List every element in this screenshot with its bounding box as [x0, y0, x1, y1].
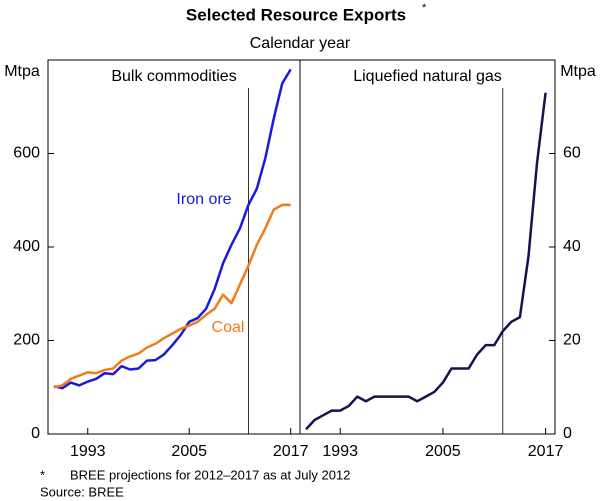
y-tick-label: 60	[563, 145, 581, 162]
series-label: Iron ore	[176, 191, 231, 208]
y-tick-label: 0	[31, 425, 40, 442]
x-tick-label: 1993	[322, 443, 358, 460]
series-label: Coal	[212, 319, 245, 336]
footnote-marker: *	[40, 467, 45, 482]
x-tick-label: 1993	[70, 443, 106, 460]
title-marker: *	[422, 2, 427, 14]
x-tick-label: 2005	[425, 443, 461, 460]
subtitle: Calendar year	[250, 35, 351, 52]
y-tick-label: 40	[563, 238, 581, 255]
y-tick-label: 600	[13, 145, 40, 162]
x-tick-label: 2017	[528, 443, 564, 460]
series-line	[53, 68, 292, 390]
y-axis-label: Mtpa	[560, 63, 596, 80]
chart-title: Selected Resource Exports	[186, 5, 406, 24]
y-tick-label: 400	[13, 238, 40, 255]
panel-title: Bulk commodities	[111, 68, 236, 85]
source: Source: BREE	[40, 484, 124, 499]
series-line	[53, 203, 291, 389]
x-tick-label: 2017	[273, 443, 309, 460]
panel-title: Liquefied natural gas	[353, 68, 502, 85]
series-line	[305, 92, 547, 431]
y-tick-label: 200	[13, 332, 40, 349]
y-axis-label: Mtpa	[4, 63, 40, 80]
footnote: BREE projections for 2012–2017 as at Jul…	[70, 467, 350, 482]
plot-frame	[47, 59, 556, 435]
y-tick-label: 20	[563, 332, 581, 349]
y-tick-label: 0	[563, 425, 572, 442]
x-tick-label: 2005	[171, 443, 207, 460]
